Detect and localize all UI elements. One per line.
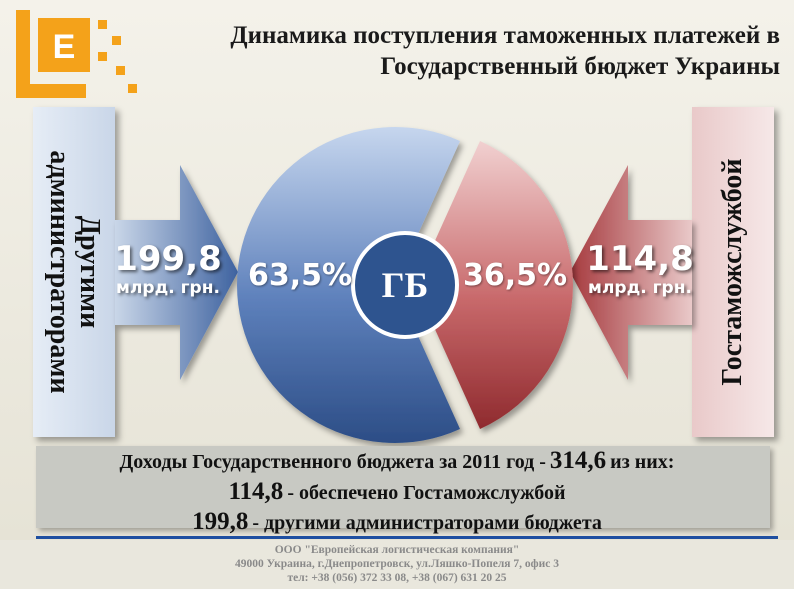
summary-line-2: 114,8 - обеспечено Гостаможслужбой [0, 478, 794, 506]
summary-others-text: - другими администраторами бюджета [252, 512, 602, 534]
left-arrow [115, 165, 238, 380]
footer-address: 49000 Украина, г.Днепропетровск, ул.Ляшк… [235, 558, 559, 570]
pie-chart [115, 127, 692, 444]
left-arrow-value: 199,8 млрд. грн. [108, 240, 228, 298]
center-circle [351, 231, 459, 339]
right-arrow [570, 165, 692, 380]
slide-title: Динамика поступления таможенных платежей… [150, 20, 780, 82]
logo-letter: E [53, 28, 76, 66]
company-logo: E [16, 10, 137, 98]
footer-phone: тел: +38 (056) 372 33 08, +38 (067) 631 … [287, 572, 507, 584]
left-arrow-number: 199,8 [114, 239, 222, 279]
summary-total-value: 314,6 [549, 447, 607, 474]
slice-label-red: 36,5% [463, 258, 568, 293]
footer-company: ООО "Европейская логистическая компания" [274, 544, 520, 556]
center-label: ГБ [381, 265, 429, 305]
footer-divider [36, 536, 778, 539]
footer: ООО "Европейская логистическая компания"… [0, 543, 794, 585]
title-line-2: Государственный бюджет Украины [380, 53, 780, 80]
title-line-1: Динамика поступления таможенных платежей… [230, 22, 780, 49]
summary-total-suffix: из них: [610, 451, 675, 473]
right-source-panel: Гостаможслужбой [692, 107, 774, 437]
summary-line-1: Доходы Государственного бюджета за 2011 … [0, 447, 794, 475]
pie-slice-blue [237, 127, 461, 444]
right-arrow-unit: млрд. грн. [588, 278, 692, 298]
right-arrow-number: 114,8 [586, 239, 694, 279]
pie-slice-red [415, 140, 573, 430]
summary-others-value: 199,8 [192, 508, 249, 535]
summary-total-text: Доходы Государственного бюджета за 2011 … [119, 451, 546, 473]
slice-label-blue: 63,5% [248, 258, 353, 293]
right-arrow-value: 114,8 млрд. грн. [580, 240, 700, 298]
summary-line-3: 199,8 - другими администраторами бюджета [0, 508, 794, 536]
summary-customs-text: - обеспечено Гостаможслужбой [287, 482, 566, 504]
left-source-panel: Другими администраторами [33, 107, 115, 437]
left-arrow-unit: млрд. грн. [116, 278, 220, 298]
summary-customs-value: 114,8 [228, 478, 284, 505]
summary-box [36, 446, 770, 528]
